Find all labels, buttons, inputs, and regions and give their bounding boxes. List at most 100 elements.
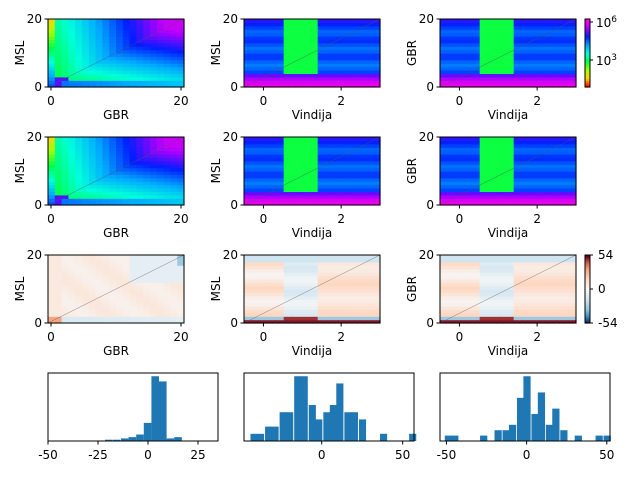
p13-cell xyxy=(525,70,532,74)
p32-cell xyxy=(357,278,364,283)
p13-cell xyxy=(530,25,537,30)
p12-cell xyxy=(363,76,370,81)
p32-cell xyxy=(255,268,262,273)
p33-cell xyxy=(502,319,509,324)
p31-cell xyxy=(156,316,165,321)
p33-cell xyxy=(519,299,526,304)
x-tick-label: 2 xyxy=(337,212,345,226)
p32-cell xyxy=(346,261,353,266)
p13-cell xyxy=(570,42,577,47)
p22-cell xyxy=(312,157,319,162)
x-tick-label: 0 xyxy=(260,212,268,226)
p33-cell xyxy=(462,265,469,270)
p11-cell xyxy=(54,19,63,23)
p32-cell xyxy=(272,295,279,300)
p23-cell xyxy=(547,167,554,172)
p23-cell xyxy=(474,143,481,148)
p33-cell xyxy=(485,319,492,324)
p32-cell xyxy=(278,268,285,273)
p12-cell xyxy=(357,53,364,57)
y-axis-label: MSL xyxy=(209,158,223,183)
p21-cell xyxy=(177,167,185,172)
p11-cell xyxy=(75,25,83,30)
p32-cell xyxy=(363,275,370,280)
p32-cell xyxy=(295,258,302,263)
p13-cell xyxy=(462,56,469,61)
p11-cell xyxy=(61,22,69,27)
p33-cell xyxy=(508,289,515,293)
p12-cell xyxy=(334,76,341,81)
p33-cell xyxy=(440,261,447,266)
p12-cell xyxy=(249,70,256,74)
p22-cell xyxy=(340,177,347,182)
p13-cell xyxy=(513,25,520,30)
p31-cell xyxy=(109,302,117,307)
p33-cell xyxy=(530,309,537,314)
p22-cell xyxy=(261,167,268,172)
p22-cell xyxy=(340,201,347,206)
p32-cell xyxy=(306,316,313,321)
p12-cell xyxy=(249,29,256,34)
p13-cell xyxy=(564,53,571,57)
p31-cell xyxy=(129,261,137,266)
p33-cell xyxy=(553,255,560,259)
p31-cell xyxy=(170,302,178,307)
p31-cell xyxy=(129,278,137,283)
p13-cell xyxy=(542,80,549,85)
p22-cell xyxy=(351,171,358,175)
p22-cell xyxy=(334,164,341,169)
p33-cell xyxy=(547,309,554,314)
p23-cell xyxy=(491,194,498,199)
p32-cell xyxy=(323,258,330,263)
p31-cell xyxy=(177,319,185,324)
p13-cell xyxy=(525,46,532,51)
p31-cell xyxy=(95,319,103,324)
p32-cell xyxy=(272,255,279,259)
p32-cell xyxy=(323,299,330,304)
p23-cell xyxy=(559,201,566,206)
p22-cell xyxy=(346,143,353,148)
p22-cell xyxy=(278,150,285,155)
p32-cell xyxy=(346,289,353,293)
p21-cell xyxy=(122,171,131,175)
p22-cell xyxy=(317,177,324,182)
p13-cell xyxy=(519,63,526,68)
p23-cell xyxy=(536,201,543,206)
p13-cell xyxy=(536,36,543,40)
p32-cell xyxy=(255,265,262,270)
p32-cell xyxy=(255,282,262,287)
p13-cell xyxy=(553,19,560,23)
p33-cell xyxy=(513,292,520,297)
p11-cell xyxy=(82,59,90,64)
p33-cell xyxy=(457,312,464,317)
p33-cell xyxy=(519,309,526,314)
p11-cell xyxy=(102,80,110,85)
p23-cell xyxy=(479,143,486,148)
p11-cell xyxy=(75,56,83,61)
p23-cell xyxy=(564,150,571,155)
p22-cell xyxy=(346,137,353,141)
p11-cell xyxy=(122,80,131,85)
p12-cell xyxy=(278,59,285,64)
p13-cell xyxy=(564,76,571,81)
p11-cell xyxy=(156,70,165,74)
p32-cell xyxy=(261,292,268,297)
p13-cell xyxy=(502,49,509,54)
p31-cell xyxy=(95,255,103,259)
p12-cell xyxy=(312,80,319,85)
p33-cell xyxy=(519,282,526,287)
p13-cell xyxy=(474,63,481,68)
p23-cell xyxy=(479,181,486,186)
p13-cell xyxy=(564,73,571,78)
p32-cell xyxy=(266,302,273,307)
p12-cell xyxy=(317,29,324,34)
histogram-bar xyxy=(159,381,167,441)
p22-cell xyxy=(306,181,313,186)
p13-cell xyxy=(553,53,560,57)
p23-cell xyxy=(547,181,554,186)
histogram-bar xyxy=(308,405,316,441)
p33-cell xyxy=(570,312,577,317)
p23-cell xyxy=(496,174,503,179)
p33-cell xyxy=(474,265,481,270)
x-tick-label: 0 xyxy=(260,330,268,344)
